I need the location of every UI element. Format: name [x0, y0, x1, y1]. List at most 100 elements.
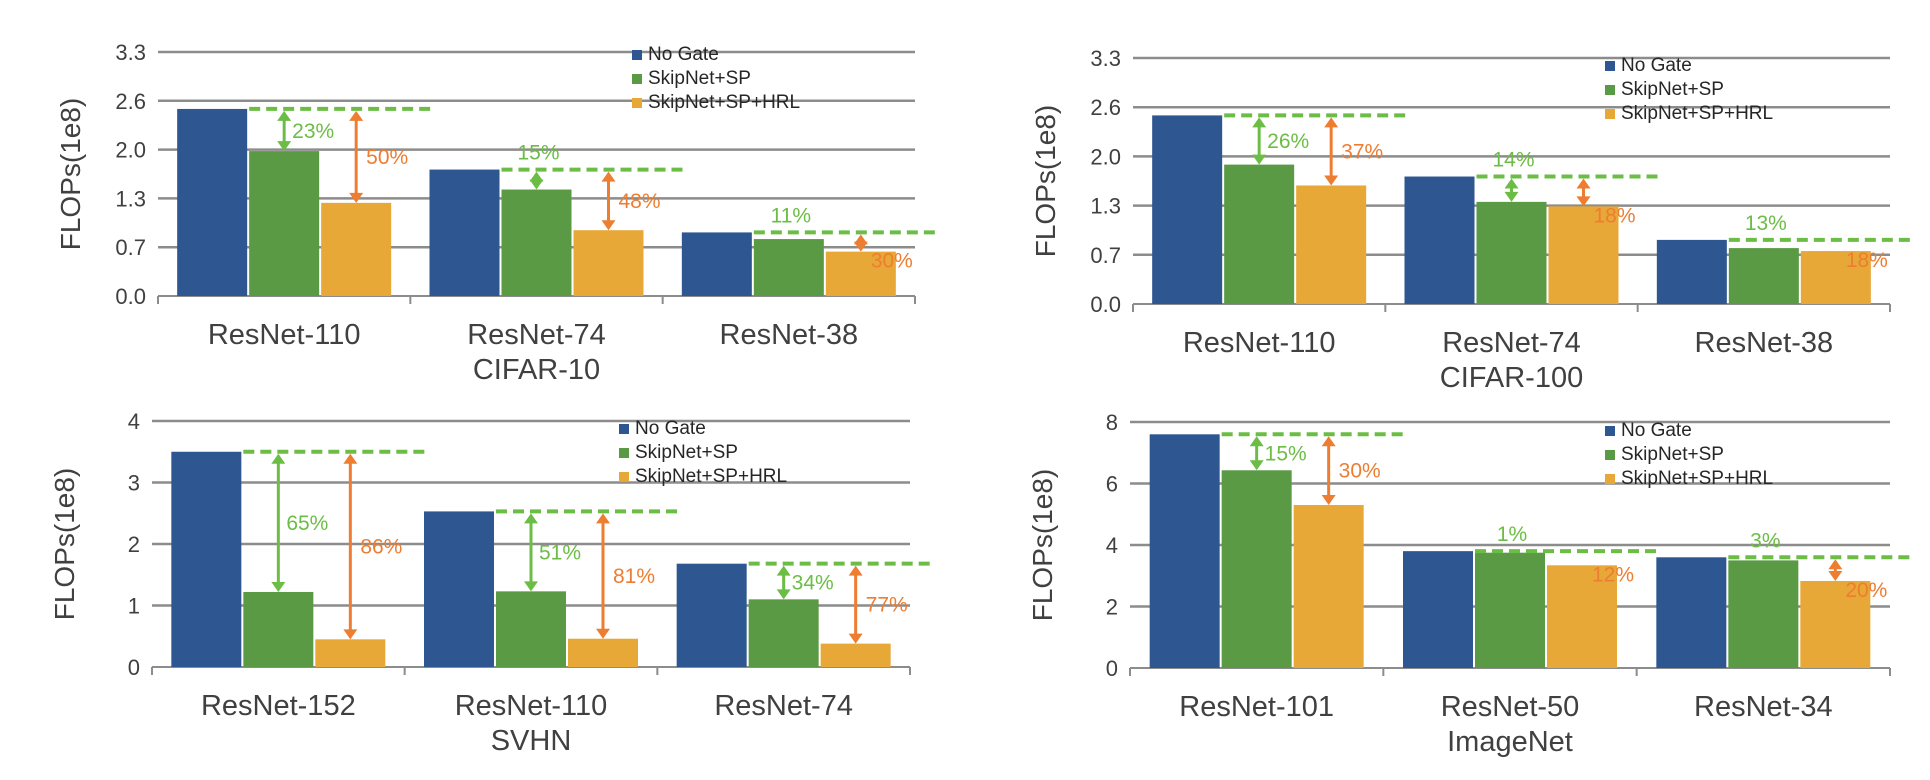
bar-no-gate	[1403, 551, 1473, 668]
y-tick-label: 0	[128, 655, 140, 680]
chart-panel-4: 0 2 4 6 8 FLOPs(1e8) 15% 30% ResNet-101 1% 12% ResN…	[1027, 410, 1913, 758]
category-label: ResNet-74	[467, 319, 606, 351]
y-axis-label: FLOPs(1e8)	[55, 98, 86, 251]
legend-label: No Gate	[1621, 420, 1692, 441]
y-tick-label: 2.6	[1090, 95, 1121, 120]
hrl-reduction-label: 81%	[613, 565, 655, 588]
hrl-reduction-label: 48%	[619, 190, 661, 213]
hrl-arrow-head	[343, 453, 358, 464]
y-tick-label: 2	[1106, 595, 1118, 620]
bar-no-gate	[1152, 115, 1223, 305]
sp-reduction-label: 15%	[517, 142, 559, 165]
bar-skipnet-sp	[1476, 201, 1547, 304]
hrl-arrow-head	[596, 628, 610, 639]
y-tick-label: 4	[1106, 533, 1118, 558]
legend-label: SkipNet+SP+HRL	[1621, 103, 1773, 124]
y-tick-label: 8	[1106, 410, 1118, 435]
legend-label: SkipNet+SP+HRL	[635, 466, 787, 487]
chart-panel-3: 0 1 2 3 4 FLOPs(1e8) 65% 86% ResNet-152 51% 81% Res…	[49, 409, 933, 757]
category-label: ResNet-74	[1442, 327, 1581, 359]
sp-reduction-label: 51%	[539, 541, 581, 564]
legend-swatch	[1605, 85, 1615, 95]
bar-skipnet-sp-hrl	[1800, 251, 1871, 304]
legend: No Gate SkipNet+SP SkipNet+SP+HRL	[1605, 55, 1773, 124]
sp-arrow-head	[277, 110, 292, 121]
category-label: ResNet-50	[1441, 691, 1580, 723]
hrl-arrow-head	[1321, 436, 1336, 447]
hrl-arrow-head	[1324, 117, 1339, 128]
legend-label: No Gate	[635, 418, 706, 439]
hrl-arrow-head	[343, 629, 358, 640]
legend-swatch	[1605, 109, 1615, 119]
hrl-arrow-head	[349, 110, 364, 121]
sp-reduction-label: 65%	[286, 512, 328, 535]
y-tick-label: 2.0	[1090, 144, 1121, 169]
hrl-arrow-head	[853, 241, 868, 252]
hrl-arrow-head	[1828, 559, 1843, 570]
sp-reduction-label: 14%	[1492, 149, 1534, 172]
bar-skipnet-sp	[1728, 560, 1799, 668]
bar-skipnet-sp-hrl	[1296, 185, 1367, 304]
sp-reduction-label: 23%	[292, 120, 334, 143]
bar-skipnet-sp-hrl	[1548, 206, 1619, 304]
hrl-arrow-head	[1324, 175, 1339, 186]
legend-label: SkipNet+SP	[1621, 79, 1724, 100]
y-tick-label: 2.0	[115, 138, 146, 163]
bar-skipnet-sp	[1224, 164, 1295, 304]
hrl-arrow-head	[601, 220, 616, 231]
y-tick-label: 2	[128, 532, 140, 557]
hrl-reduction-label: 37%	[1341, 140, 1383, 163]
category-label: ResNet-152	[201, 690, 356, 722]
bar-skipnet-sp	[1475, 552, 1545, 668]
bar-no-gate	[676, 563, 747, 667]
y-axis-label: FLOPs(1e8)	[1030, 105, 1061, 258]
bar-no-gate	[681, 232, 752, 296]
hrl-reduction-label: 30%	[1339, 460, 1381, 483]
category-label: ResNet-110	[1183, 327, 1336, 359]
y-tick-label: 0.0	[1090, 292, 1121, 317]
category-label: ResNet-110	[455, 690, 608, 722]
category-label: ResNet-110	[208, 319, 361, 351]
bar-skipnet-sp	[748, 599, 819, 667]
bar-skipnet-sp	[501, 189, 572, 296]
hrl-arrow-head	[848, 633, 863, 644]
y-tick-label: 1	[128, 594, 140, 619]
bar-skipnet-sp-hrl	[573, 230, 644, 296]
hrl-arrow-head	[1576, 196, 1591, 207]
bar-no-gate	[177, 108, 248, 296]
legend-swatch	[632, 74, 642, 84]
hrl-arrow-head	[596, 513, 610, 524]
sp-reduction-label: 11%	[771, 204, 811, 227]
bar-skipnet-sp	[1221, 470, 1292, 668]
legend-swatch	[619, 448, 629, 458]
bar-skipnet-sp-hrl	[825, 251, 896, 296]
bar-skipnet-sp-hrl	[1547, 565, 1617, 668]
hrl-arrow-head	[1828, 570, 1843, 581]
sp-arrow-head	[277, 141, 292, 152]
y-tick-label: 1.3	[1090, 194, 1121, 219]
legend-label: No Gate	[1621, 55, 1692, 76]
sp-arrow-head	[529, 179, 544, 190]
sp-reduction-label: 3%	[1750, 529, 1780, 552]
legend-label: No Gate	[648, 44, 719, 65]
hrl-reduction-label: 77%	[866, 594, 908, 617]
category-label: ResNet-34	[1694, 691, 1833, 723]
bar-skipnet-sp	[249, 151, 320, 296]
bar-no-gate	[424, 511, 494, 667]
sp-reduction-label: 13%	[1745, 212, 1787, 235]
sp-arrow-head	[1252, 154, 1267, 165]
bar-skipnet-sp-hrl	[1293, 505, 1364, 668]
sp-arrow-head	[529, 171, 544, 182]
y-tick-label: 4	[128, 409, 140, 434]
bar-no-gate	[429, 169, 500, 296]
bar-skipnet-sp-hrl	[568, 638, 638, 667]
category-label: ResNet-74	[714, 690, 853, 722]
sp-arrow-head	[1252, 117, 1267, 128]
hrl-reduction-label: 50%	[366, 146, 408, 169]
legend-swatch	[619, 472, 629, 482]
legend-swatch	[632, 98, 642, 108]
bar-no-gate	[1656, 557, 1727, 668]
bar-skipnet-sp	[243, 591, 314, 667]
bar-skipnet-sp-hrl	[820, 643, 891, 667]
